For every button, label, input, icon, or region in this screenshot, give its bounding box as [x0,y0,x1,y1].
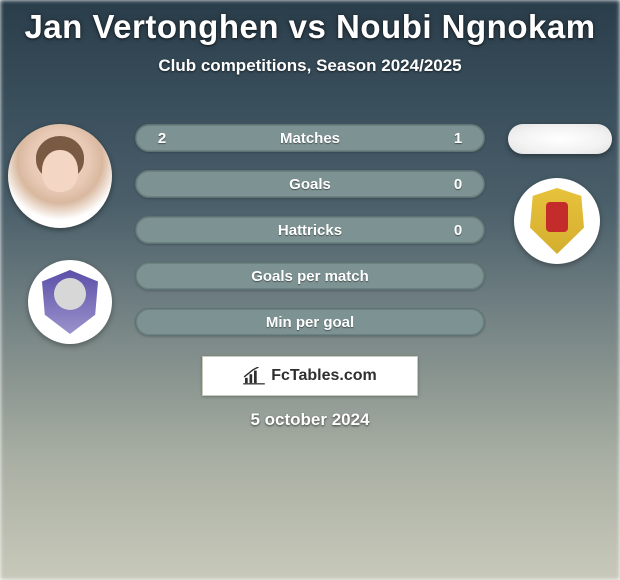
stat-label: Min per goal [174,314,446,331]
anderlecht-crest-icon [42,270,98,334]
stats-rows: 2Matches1Goals0Hattricks0Goals per match… [135,124,485,354]
stat-left-value: 2 [150,130,174,147]
stat-row: Goals per match [135,262,485,290]
stat-label: Goals [174,176,446,193]
stat-right-value: 0 [446,176,470,193]
stat-row: Hattricks0 [135,216,485,244]
content: Jan Vertonghen vs Noubi Ngnokam Club com… [0,0,620,76]
stat-row: Goals0 [135,170,485,198]
chart-icon [243,367,265,385]
stat-label: Matches [174,130,446,147]
stat-label: Hattricks [174,222,446,239]
club-right-badge [514,178,600,264]
stat-right-value: 1 [446,130,470,147]
stat-right-value: 0 [446,222,470,239]
player-right-avatar [508,124,612,154]
stat-row: 2Matches1 [135,124,485,152]
page-title: Jan Vertonghen vs Noubi Ngnokam [0,8,620,46]
club-left-badge [28,260,112,344]
brand-label: FcTables.com [271,367,377,385]
player-left-avatar [8,124,112,228]
stat-label: Goals per match [174,268,446,285]
standard-crest-icon [530,188,584,254]
brand-badge: FcTables.com [202,356,418,396]
stat-row: Min per goal [135,308,485,336]
subtitle: Club competitions, Season 2024/2025 [0,56,620,76]
date-label: 5 october 2024 [0,410,620,430]
